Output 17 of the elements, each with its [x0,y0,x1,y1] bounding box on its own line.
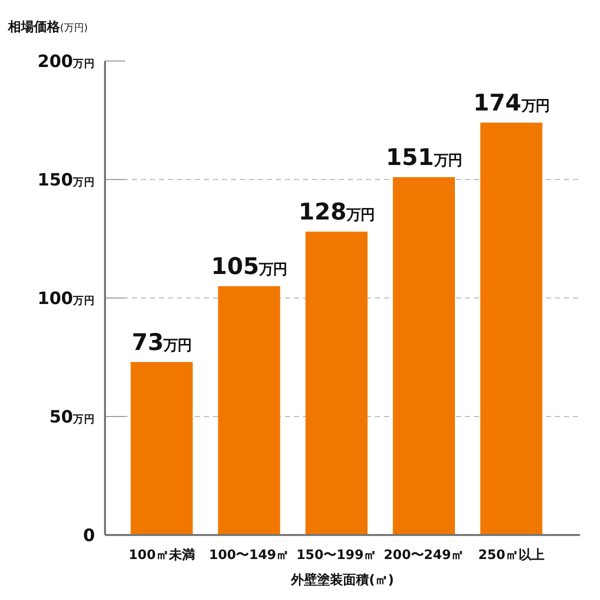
x-tick-label: 250㎡以上 [478,548,544,563]
data-label: 151万円 [386,145,462,172]
y-axis-title: 相場価格(万円) [7,20,88,35]
data-label: 73万円 [132,330,192,356]
y-tick-label: 200万円 [38,52,95,72]
data-label: 105万円 [211,254,288,280]
x-tick-label: 150〜199㎡ [296,548,377,563]
y-tick-label: 50万円 [49,408,95,428]
y-tick-label: 150万円 [38,170,95,190]
x-tick-label: 100〜149㎡ [208,548,290,563]
data-label: 174万円 [473,90,550,117]
y-tick-label: 100万円 [38,289,95,309]
y-tick-label: 0 [83,526,96,546]
x-tick-label: 200〜249㎡ [384,548,464,563]
x-axis-title: 外壁塗装面積(㎡) [290,572,394,588]
data-label: 128万円 [298,200,375,226]
x-tick-label: 100㎡未満 [128,548,195,563]
